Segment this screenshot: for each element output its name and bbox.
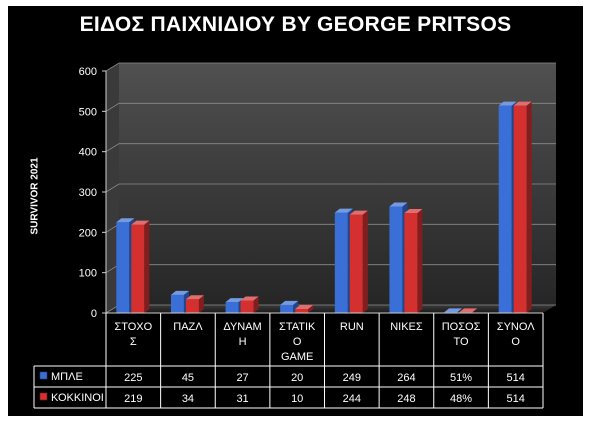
plot-floor xyxy=(106,305,556,313)
table-value-blue: 264 xyxy=(397,372,415,384)
bar-red-4 xyxy=(295,304,314,313)
x-category-label: Σ xyxy=(130,336,137,348)
bar-side-face xyxy=(526,101,532,313)
bar-front-face xyxy=(349,214,363,313)
x-category-label: ΤΟ xyxy=(454,336,470,348)
bar-side-face xyxy=(144,220,150,313)
bar-front-face xyxy=(131,224,145,313)
bar-front-face xyxy=(185,299,199,313)
bar-top-face xyxy=(498,101,517,106)
gridline xyxy=(105,143,556,153)
table-value-red: 248 xyxy=(397,393,415,405)
legend-label-blue: ΜΠΛΕ xyxy=(51,371,83,383)
x-category-label: ΠΟΣΟΣ xyxy=(442,321,481,333)
bar-blue-4 xyxy=(280,300,299,313)
table-value-blue: 249 xyxy=(343,372,361,384)
table-value-red: 219 xyxy=(124,393,142,405)
bar-side-face xyxy=(362,210,368,313)
bar-front-face xyxy=(170,294,184,313)
bar-top-face xyxy=(225,298,244,303)
chart-title: ΕΙΔΟΣ ΠΑΙΧΝΙΔΙΟΥ BY GEORGE PRITSOS xyxy=(79,13,512,36)
x-category-label: ΣΤΟΧΟ xyxy=(114,321,152,333)
table-value-red: 34 xyxy=(182,393,194,405)
x-category-label: ΔΥΝΑΜ xyxy=(223,321,261,333)
x-category-label: ΝΙΚΕΣ xyxy=(390,321,423,333)
bar-top-face xyxy=(334,208,353,213)
bar-front-face xyxy=(280,304,294,313)
bar-top-face xyxy=(444,308,463,313)
bar-front-face xyxy=(116,222,130,313)
bar-top-face xyxy=(389,202,408,207)
y-tick-label: 300 xyxy=(79,187,97,199)
table-value-blue: 45 xyxy=(182,372,194,384)
table-value-blue: 20 xyxy=(291,372,303,384)
table-value-blue: 27 xyxy=(236,372,248,384)
y-tick-label: 500 xyxy=(79,106,97,118)
bar-top-face xyxy=(513,101,532,106)
y-tick-label: 600 xyxy=(79,66,97,78)
bar-side-face xyxy=(308,304,314,313)
bar-front-face xyxy=(240,300,254,313)
y-tick-label: 0 xyxy=(91,308,97,320)
table-value-red: 31 xyxy=(236,393,248,405)
bar-top-face xyxy=(170,290,189,295)
gridline xyxy=(105,102,556,112)
x-category-label: RUN xyxy=(340,321,364,333)
table-value-blue: 514 xyxy=(507,372,525,384)
gridline xyxy=(105,183,556,193)
bar-front-face xyxy=(389,206,403,313)
bar-top-face xyxy=(404,208,423,213)
y-tick-label: 400 xyxy=(79,147,97,159)
y-tick-label: 200 xyxy=(79,227,97,239)
bar-top-face xyxy=(185,295,204,300)
bar-top-face xyxy=(280,300,299,305)
bar-red-8 xyxy=(513,101,532,313)
bar-front-face xyxy=(225,302,239,313)
bar-side-face xyxy=(472,308,478,313)
bar-side-face xyxy=(253,296,259,313)
bar-top-face xyxy=(295,304,314,309)
bar-red-1 xyxy=(131,220,150,313)
bar-top-face xyxy=(131,220,150,225)
bar-red-3 xyxy=(240,296,259,313)
y-tick-label: 100 xyxy=(79,268,97,280)
x-category-label: GAME xyxy=(281,351,313,363)
legend-swatch-blue xyxy=(39,371,48,380)
bar-front-face xyxy=(295,308,309,313)
x-category-label: Ο xyxy=(511,336,520,348)
bar-front-face xyxy=(404,212,418,313)
bar-side-face xyxy=(457,308,463,313)
table-value-red: 244 xyxy=(343,393,361,405)
legend-label-red: ΚΟΚΚΙΝΟΙ xyxy=(51,392,104,404)
table-value-blue: 51% xyxy=(450,372,472,384)
bar-red-5 xyxy=(349,210,368,313)
table-value-red: 514 xyxy=(507,393,525,405)
table-value-red: 10 xyxy=(291,393,303,405)
x-category-label: ΠΑΖΛ xyxy=(173,321,203,333)
bar-red-6 xyxy=(404,208,423,313)
bar-front-face xyxy=(334,212,348,313)
bar-top-face xyxy=(459,308,478,313)
bar-blue-1 xyxy=(116,218,135,313)
bar-top-face xyxy=(116,218,135,223)
bar-front-face xyxy=(498,105,512,313)
table-value-blue: 225 xyxy=(124,372,142,384)
x-category-label: ΣΤΑΤΙΚ xyxy=(279,321,316,333)
bar-top-face xyxy=(240,296,259,301)
x-category-label: Ο xyxy=(293,336,302,348)
bar-red-2 xyxy=(185,295,204,313)
bar-side-face xyxy=(198,295,204,313)
legend-swatch-red xyxy=(39,392,48,401)
x-category-label: Η xyxy=(239,336,247,348)
gridline xyxy=(105,62,556,72)
x-category-label: ΣΥΝΟΛ xyxy=(497,321,535,333)
table-value-red: 48% xyxy=(450,393,472,405)
bar-top-face xyxy=(349,210,368,215)
bar-side-face xyxy=(417,208,423,313)
bar-front-face xyxy=(513,105,527,313)
